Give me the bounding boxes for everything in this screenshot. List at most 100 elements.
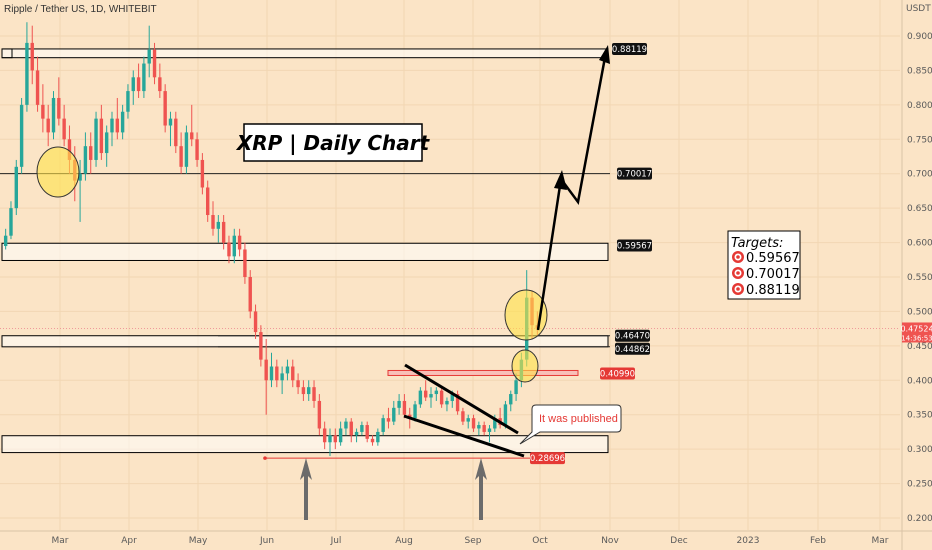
y-tick-label: 0.45000 xyxy=(907,342,932,352)
candle-body xyxy=(434,390,439,395)
x-tick-label: Jun xyxy=(259,536,274,546)
candle xyxy=(83,132,88,181)
candle xyxy=(221,215,226,250)
candle xyxy=(51,91,56,140)
candle-body xyxy=(381,418,385,432)
level-label-bg xyxy=(530,452,565,465)
target-value: 0.70017 xyxy=(746,267,800,282)
target-item: 0.70017 xyxy=(732,267,800,282)
candle xyxy=(62,104,66,147)
candle-body xyxy=(280,373,284,381)
candle xyxy=(317,394,322,436)
candle-body xyxy=(445,400,449,405)
candle-body xyxy=(62,118,66,140)
candle xyxy=(487,425,492,443)
candle xyxy=(322,421,327,450)
candle xyxy=(14,159,18,216)
candle-body xyxy=(184,132,189,167)
candle-body xyxy=(509,394,513,405)
candle-body xyxy=(461,411,465,422)
candle-body xyxy=(450,394,454,401)
candle xyxy=(439,387,444,408)
candle-body xyxy=(205,187,210,216)
target-item: 0.88119 xyxy=(732,283,800,298)
title-bg xyxy=(243,123,423,162)
candle-body xyxy=(365,425,369,439)
candle xyxy=(429,387,433,408)
y-tick-label: 0.90000 xyxy=(907,32,932,42)
level-label-028696: 0.28696 xyxy=(530,452,565,465)
arrow-head-mid xyxy=(554,170,567,190)
target-icon-center xyxy=(736,255,740,259)
up-arrow-shape xyxy=(300,458,312,520)
candle xyxy=(328,428,332,457)
candle xyxy=(89,132,93,174)
candle-body xyxy=(264,359,268,381)
candle-body xyxy=(99,118,104,154)
candle-body xyxy=(477,425,481,429)
level-label-text: 0.46470 xyxy=(615,332,650,342)
candle-body xyxy=(89,146,93,160)
x-tick-label: Aug xyxy=(395,536,413,546)
candle xyxy=(168,111,173,147)
candle-body xyxy=(115,118,120,133)
candle xyxy=(381,414,385,436)
candle xyxy=(253,304,258,339)
callout-bubble xyxy=(519,404,622,445)
candle xyxy=(184,125,189,174)
candle xyxy=(41,84,45,133)
candle-body xyxy=(227,242,231,257)
symbol-header: Ripple / Tether US, 1D, WHITEBIT xyxy=(4,4,157,15)
x-tick-label: 2023 xyxy=(737,536,760,546)
candle xyxy=(418,387,423,408)
candle xyxy=(78,159,82,222)
candle xyxy=(423,380,428,401)
candle xyxy=(344,418,348,436)
level-label-044862: 0.44862 xyxy=(615,342,650,355)
candle xyxy=(99,104,104,160)
y-tick-label: 0.40000 xyxy=(907,376,932,386)
candle xyxy=(205,180,210,222)
x-tick-label: May xyxy=(189,536,208,546)
candle-body xyxy=(370,438,375,443)
candle xyxy=(126,84,130,119)
candle-body xyxy=(253,311,258,333)
x-tick-label: Nov xyxy=(601,536,619,546)
candle-body xyxy=(237,235,242,250)
candle-body xyxy=(344,421,348,429)
candle xyxy=(158,63,162,98)
candle-body xyxy=(275,366,279,381)
candle xyxy=(46,104,50,147)
level-label-bg xyxy=(615,329,650,342)
candle xyxy=(275,359,279,388)
candle-body xyxy=(51,97,56,133)
candle-body xyxy=(397,400,401,408)
currency-label: USDT xyxy=(906,4,931,14)
candle xyxy=(386,407,391,429)
wedge-lower-line xyxy=(403,414,525,458)
candle xyxy=(110,111,114,147)
candle xyxy=(35,56,40,112)
candle-body xyxy=(179,146,183,167)
candle xyxy=(455,390,460,415)
x-tick-label: Apr xyxy=(121,536,137,546)
candle xyxy=(216,215,221,243)
candle xyxy=(312,380,316,408)
level-label-bg xyxy=(617,167,652,180)
targets-heading: Targets: xyxy=(731,236,783,251)
candle xyxy=(243,242,247,284)
y-tick-label: 0.25000 xyxy=(907,480,932,490)
candle xyxy=(3,228,8,250)
up-arrow-icon xyxy=(300,458,312,520)
level-label-bg xyxy=(612,42,647,55)
candle xyxy=(392,400,396,426)
candle-body xyxy=(216,221,221,229)
candle-body xyxy=(338,428,343,443)
candle-body xyxy=(423,390,428,398)
sr-zone xyxy=(1,48,609,59)
candle xyxy=(94,111,98,167)
y-tick-label: 0.35000 xyxy=(907,411,932,421)
